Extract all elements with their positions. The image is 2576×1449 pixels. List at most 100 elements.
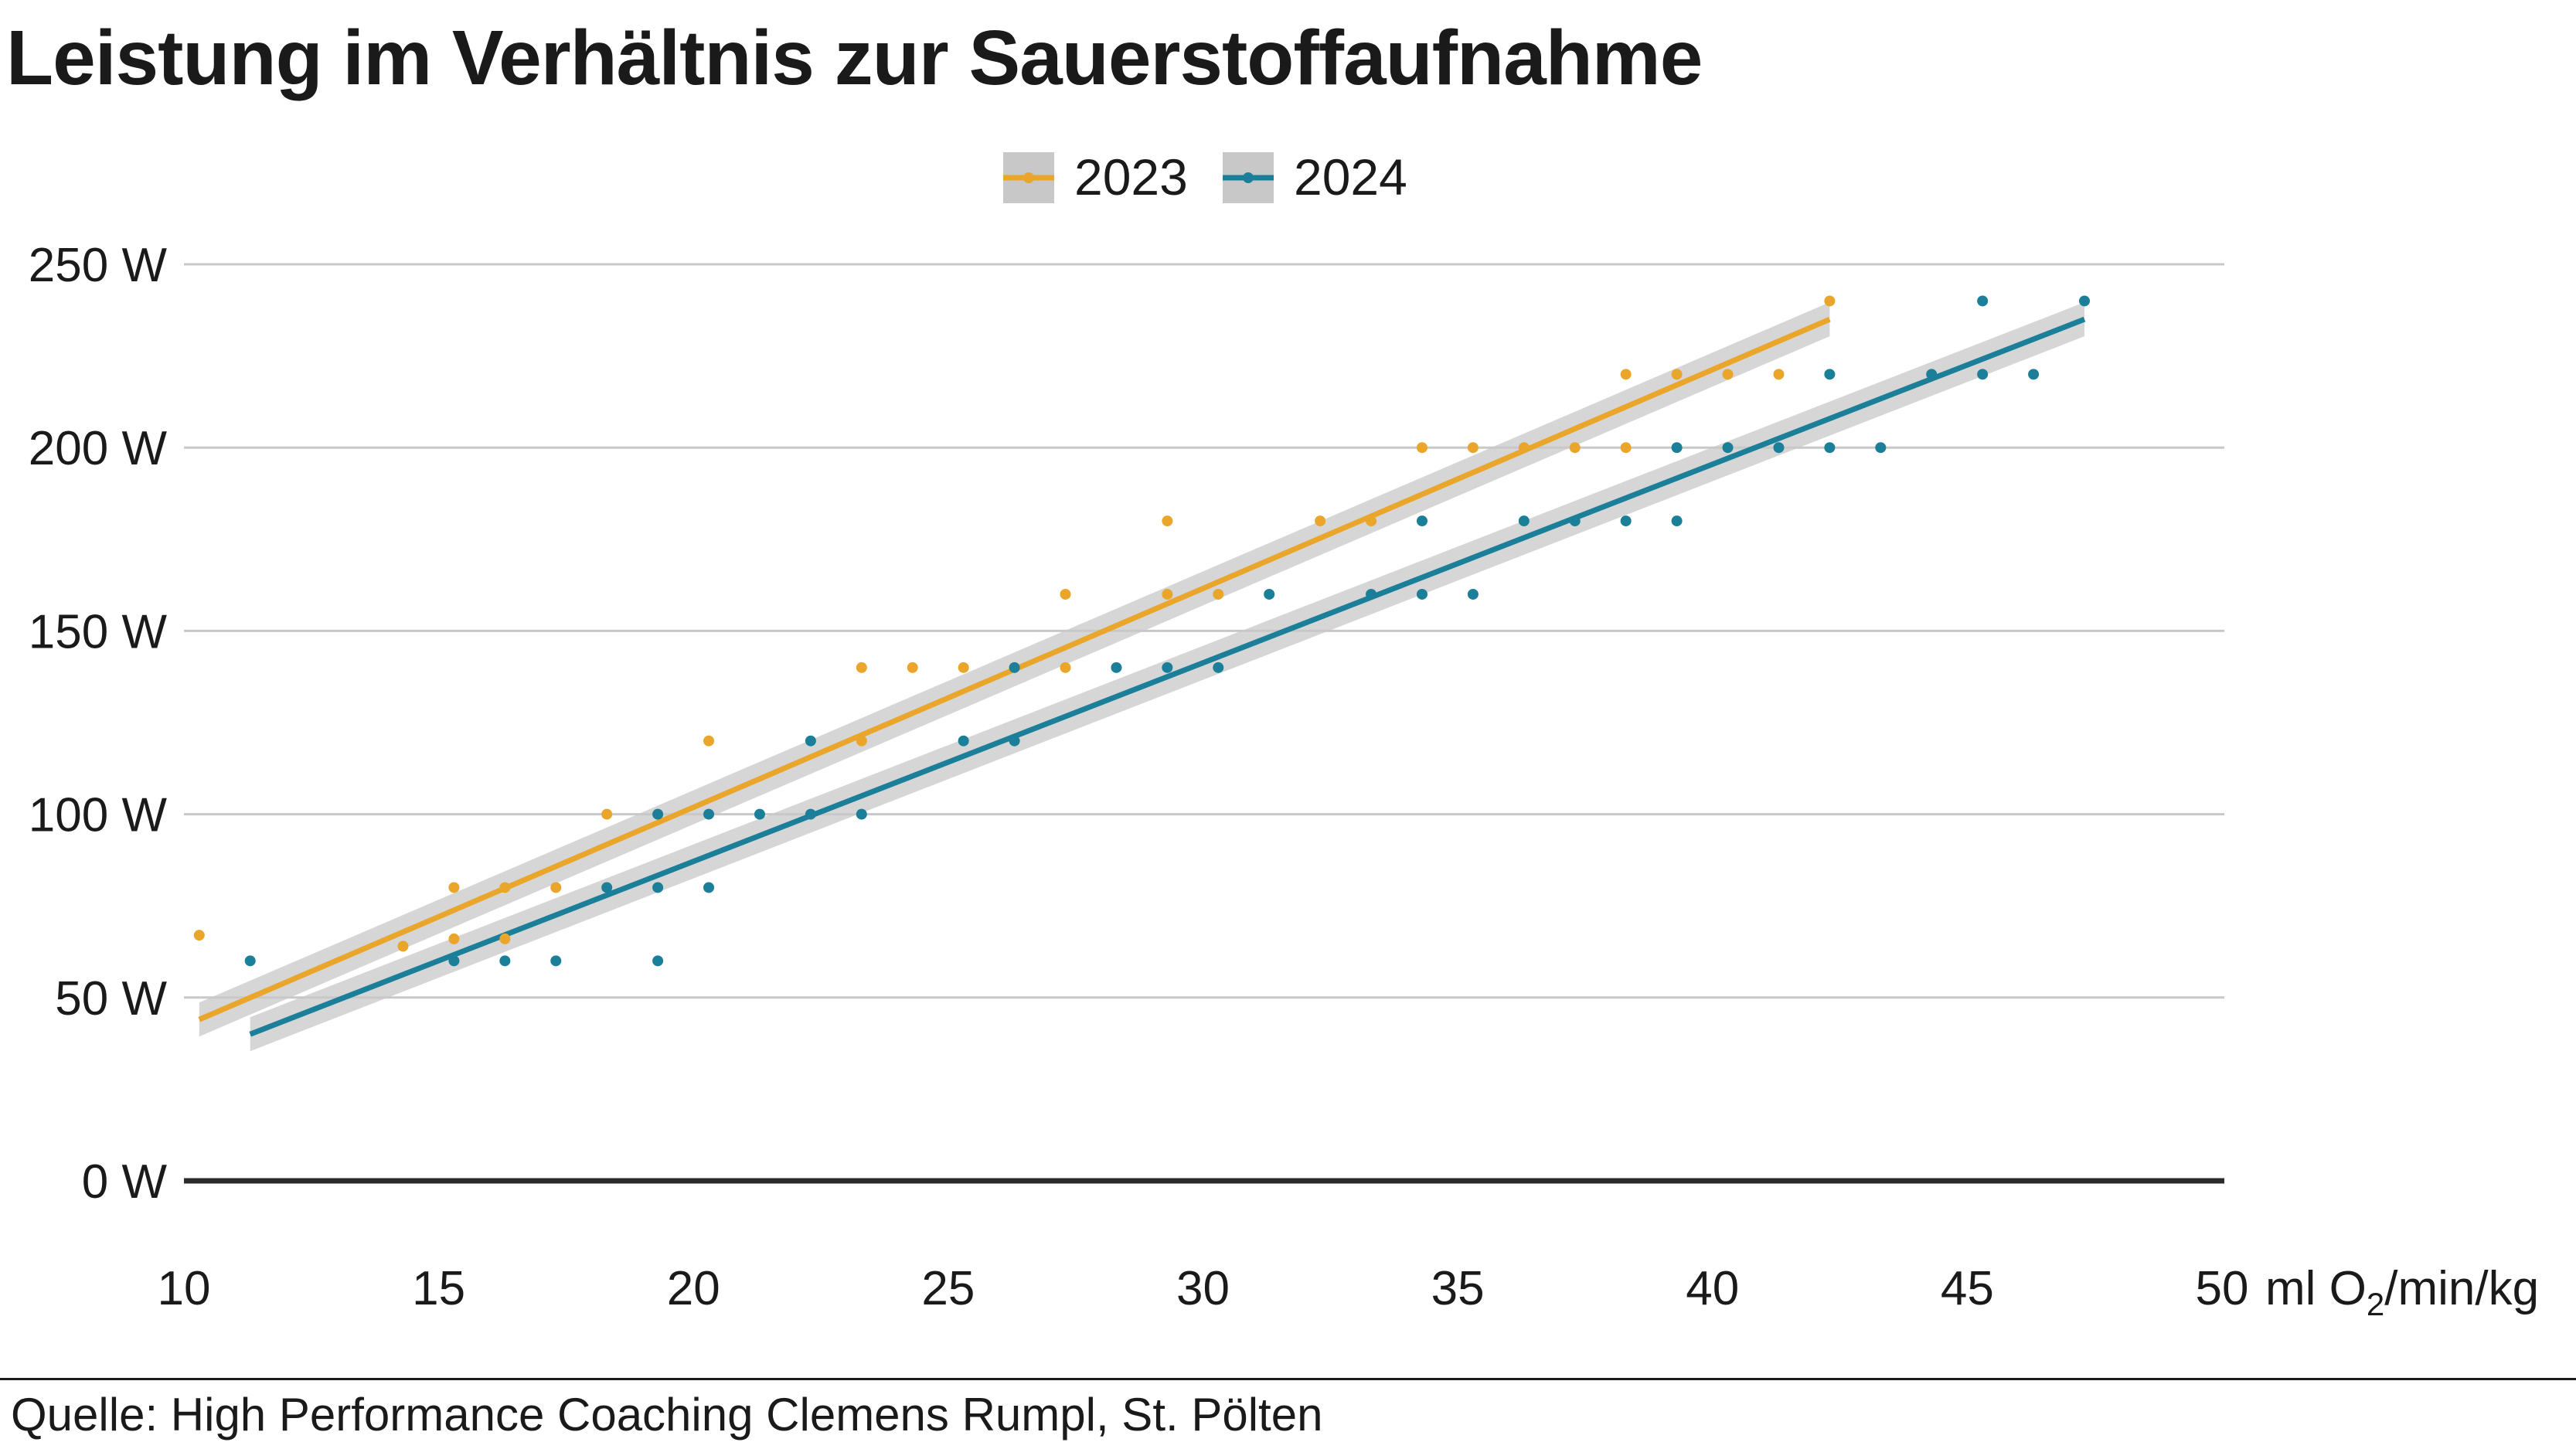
data-point-2024 xyxy=(1467,588,1479,600)
data-point-2023 xyxy=(1824,295,1836,307)
legend-label-2023: 2023 xyxy=(1074,148,1188,206)
data-point-2024 xyxy=(754,808,765,820)
data-point-2024 xyxy=(1671,442,1683,454)
data-point-2023 xyxy=(1162,515,1173,527)
data-point-2024 xyxy=(1620,515,1632,527)
data-point-2023 xyxy=(397,940,409,952)
data-point-2024 xyxy=(1416,588,1428,600)
data-point-2024 xyxy=(1111,662,1122,673)
data-point-2024 xyxy=(601,882,613,893)
data-point-2023 xyxy=(1366,515,1377,527)
data-point-2023 xyxy=(1213,588,1224,600)
data-point-2024 xyxy=(703,808,715,820)
data-point-2024 xyxy=(1824,442,1836,454)
x-axis-tick-labels: 10 15 20 25 30 35 40 45 50 ml O2/min/kg xyxy=(158,1262,2540,1322)
data-point-2023 xyxy=(1060,662,1071,673)
y-tick-label: 100 W xyxy=(29,789,168,842)
x-axis-unit-label: ml O2/min/kg xyxy=(2265,1262,2539,1322)
gridlines xyxy=(184,263,2224,1184)
data-point-2024 xyxy=(1569,515,1581,527)
data-point-2024 xyxy=(1773,442,1785,454)
data-point-2024 xyxy=(1416,515,1428,527)
data-point-2023 xyxy=(1671,369,1683,380)
x-tick-label: 10 xyxy=(158,1262,211,1315)
data-point-2024 xyxy=(703,882,715,893)
data-point-2024 xyxy=(1926,369,1938,380)
y-tick-label: 0 W xyxy=(82,1155,168,1209)
data-point-2024 xyxy=(1722,442,1734,454)
data-point-2024 xyxy=(550,955,562,967)
data-point-2023 xyxy=(1518,442,1530,454)
data-point-2023 xyxy=(1773,369,1785,380)
data-point-2024 xyxy=(499,955,511,967)
data-point-2024 xyxy=(1824,369,1836,380)
x-tick-label: 40 xyxy=(1686,1262,1739,1315)
y-tick-label: 250 W xyxy=(29,239,168,292)
data-point-2024 xyxy=(1162,662,1173,673)
x-tick-label: 25 xyxy=(921,1262,975,1315)
data-point-2023 xyxy=(448,882,460,893)
x-tick-label: 15 xyxy=(412,1262,465,1315)
y-tick-label: 200 W xyxy=(29,422,168,475)
data-point-2024 xyxy=(652,882,664,893)
data-point-2024 xyxy=(1366,588,1377,600)
data-point-2023 xyxy=(601,808,613,820)
data-point-2024 xyxy=(652,955,664,967)
source-note: Quelle: High Performance Coaching Clemen… xyxy=(11,1389,1323,1440)
data-point-2023 xyxy=(1569,442,1581,454)
trend-line-2024 xyxy=(249,316,2086,1037)
data-point-2024 xyxy=(652,808,664,820)
x-tick-label: 30 xyxy=(1176,1262,1230,1315)
data-point-2024 xyxy=(244,955,256,967)
data-point-2024 xyxy=(2028,369,2040,380)
data-points xyxy=(193,295,2091,967)
data-point-2023 xyxy=(499,882,511,893)
data-point-2023 xyxy=(1467,442,1479,454)
data-point-2024 xyxy=(1977,369,1989,380)
data-point-2023 xyxy=(499,933,511,944)
data-point-2023 xyxy=(550,882,562,893)
data-point-2023 xyxy=(703,735,715,747)
data-point-2023 xyxy=(958,662,969,673)
confidence-bands xyxy=(199,302,2085,1052)
data-point-2023 xyxy=(1315,515,1326,527)
x-tick-label: 50 xyxy=(2196,1262,2249,1315)
data-point-2024 xyxy=(1264,588,1275,600)
data-point-2024 xyxy=(1875,442,1887,454)
data-point-2024 xyxy=(1213,662,1224,673)
data-point-2023 xyxy=(907,662,918,673)
data-point-2024 xyxy=(2079,295,2091,307)
y-axis-tick-labels: 0 W 50 W 100 W 150 W 200 W 250 W xyxy=(29,239,168,1209)
data-point-2023 xyxy=(1060,588,1071,600)
x-tick-label: 20 xyxy=(667,1262,720,1315)
data-point-2024 xyxy=(958,735,969,747)
data-point-2024 xyxy=(1671,515,1683,527)
data-point-2024 xyxy=(1518,515,1530,527)
data-point-2024 xyxy=(805,808,816,820)
data-point-2023 xyxy=(1416,442,1428,454)
data-point-2023 xyxy=(856,662,867,673)
data-point-2024 xyxy=(1009,735,1020,747)
source-divider xyxy=(0,1378,2576,1380)
data-point-2023 xyxy=(856,735,867,747)
data-point-2024 xyxy=(448,955,460,967)
data-point-2024 xyxy=(1009,662,1020,673)
data-point-2023 xyxy=(193,930,205,941)
y-tick-label: 150 W xyxy=(29,605,168,658)
legend-marker-2024 xyxy=(1243,172,1254,183)
data-point-2023 xyxy=(448,933,460,944)
x-tick-label: 35 xyxy=(1431,1262,1485,1315)
data-point-2024 xyxy=(805,735,816,747)
data-point-2023 xyxy=(1620,369,1632,380)
chart-title: Leistung im Verhältnis zur Sauerstoffauf… xyxy=(6,15,1703,101)
data-point-2023 xyxy=(1162,588,1173,600)
data-point-2024 xyxy=(856,808,867,820)
legend-label-2024: 2024 xyxy=(1294,148,1407,206)
data-point-2023 xyxy=(1620,442,1632,454)
legend-marker-2023 xyxy=(1023,172,1034,183)
x-tick-label: 45 xyxy=(1941,1262,1994,1315)
data-point-2023 xyxy=(1722,369,1734,380)
data-point-2024 xyxy=(1977,295,1989,307)
y-tick-label: 50 W xyxy=(55,972,167,1026)
